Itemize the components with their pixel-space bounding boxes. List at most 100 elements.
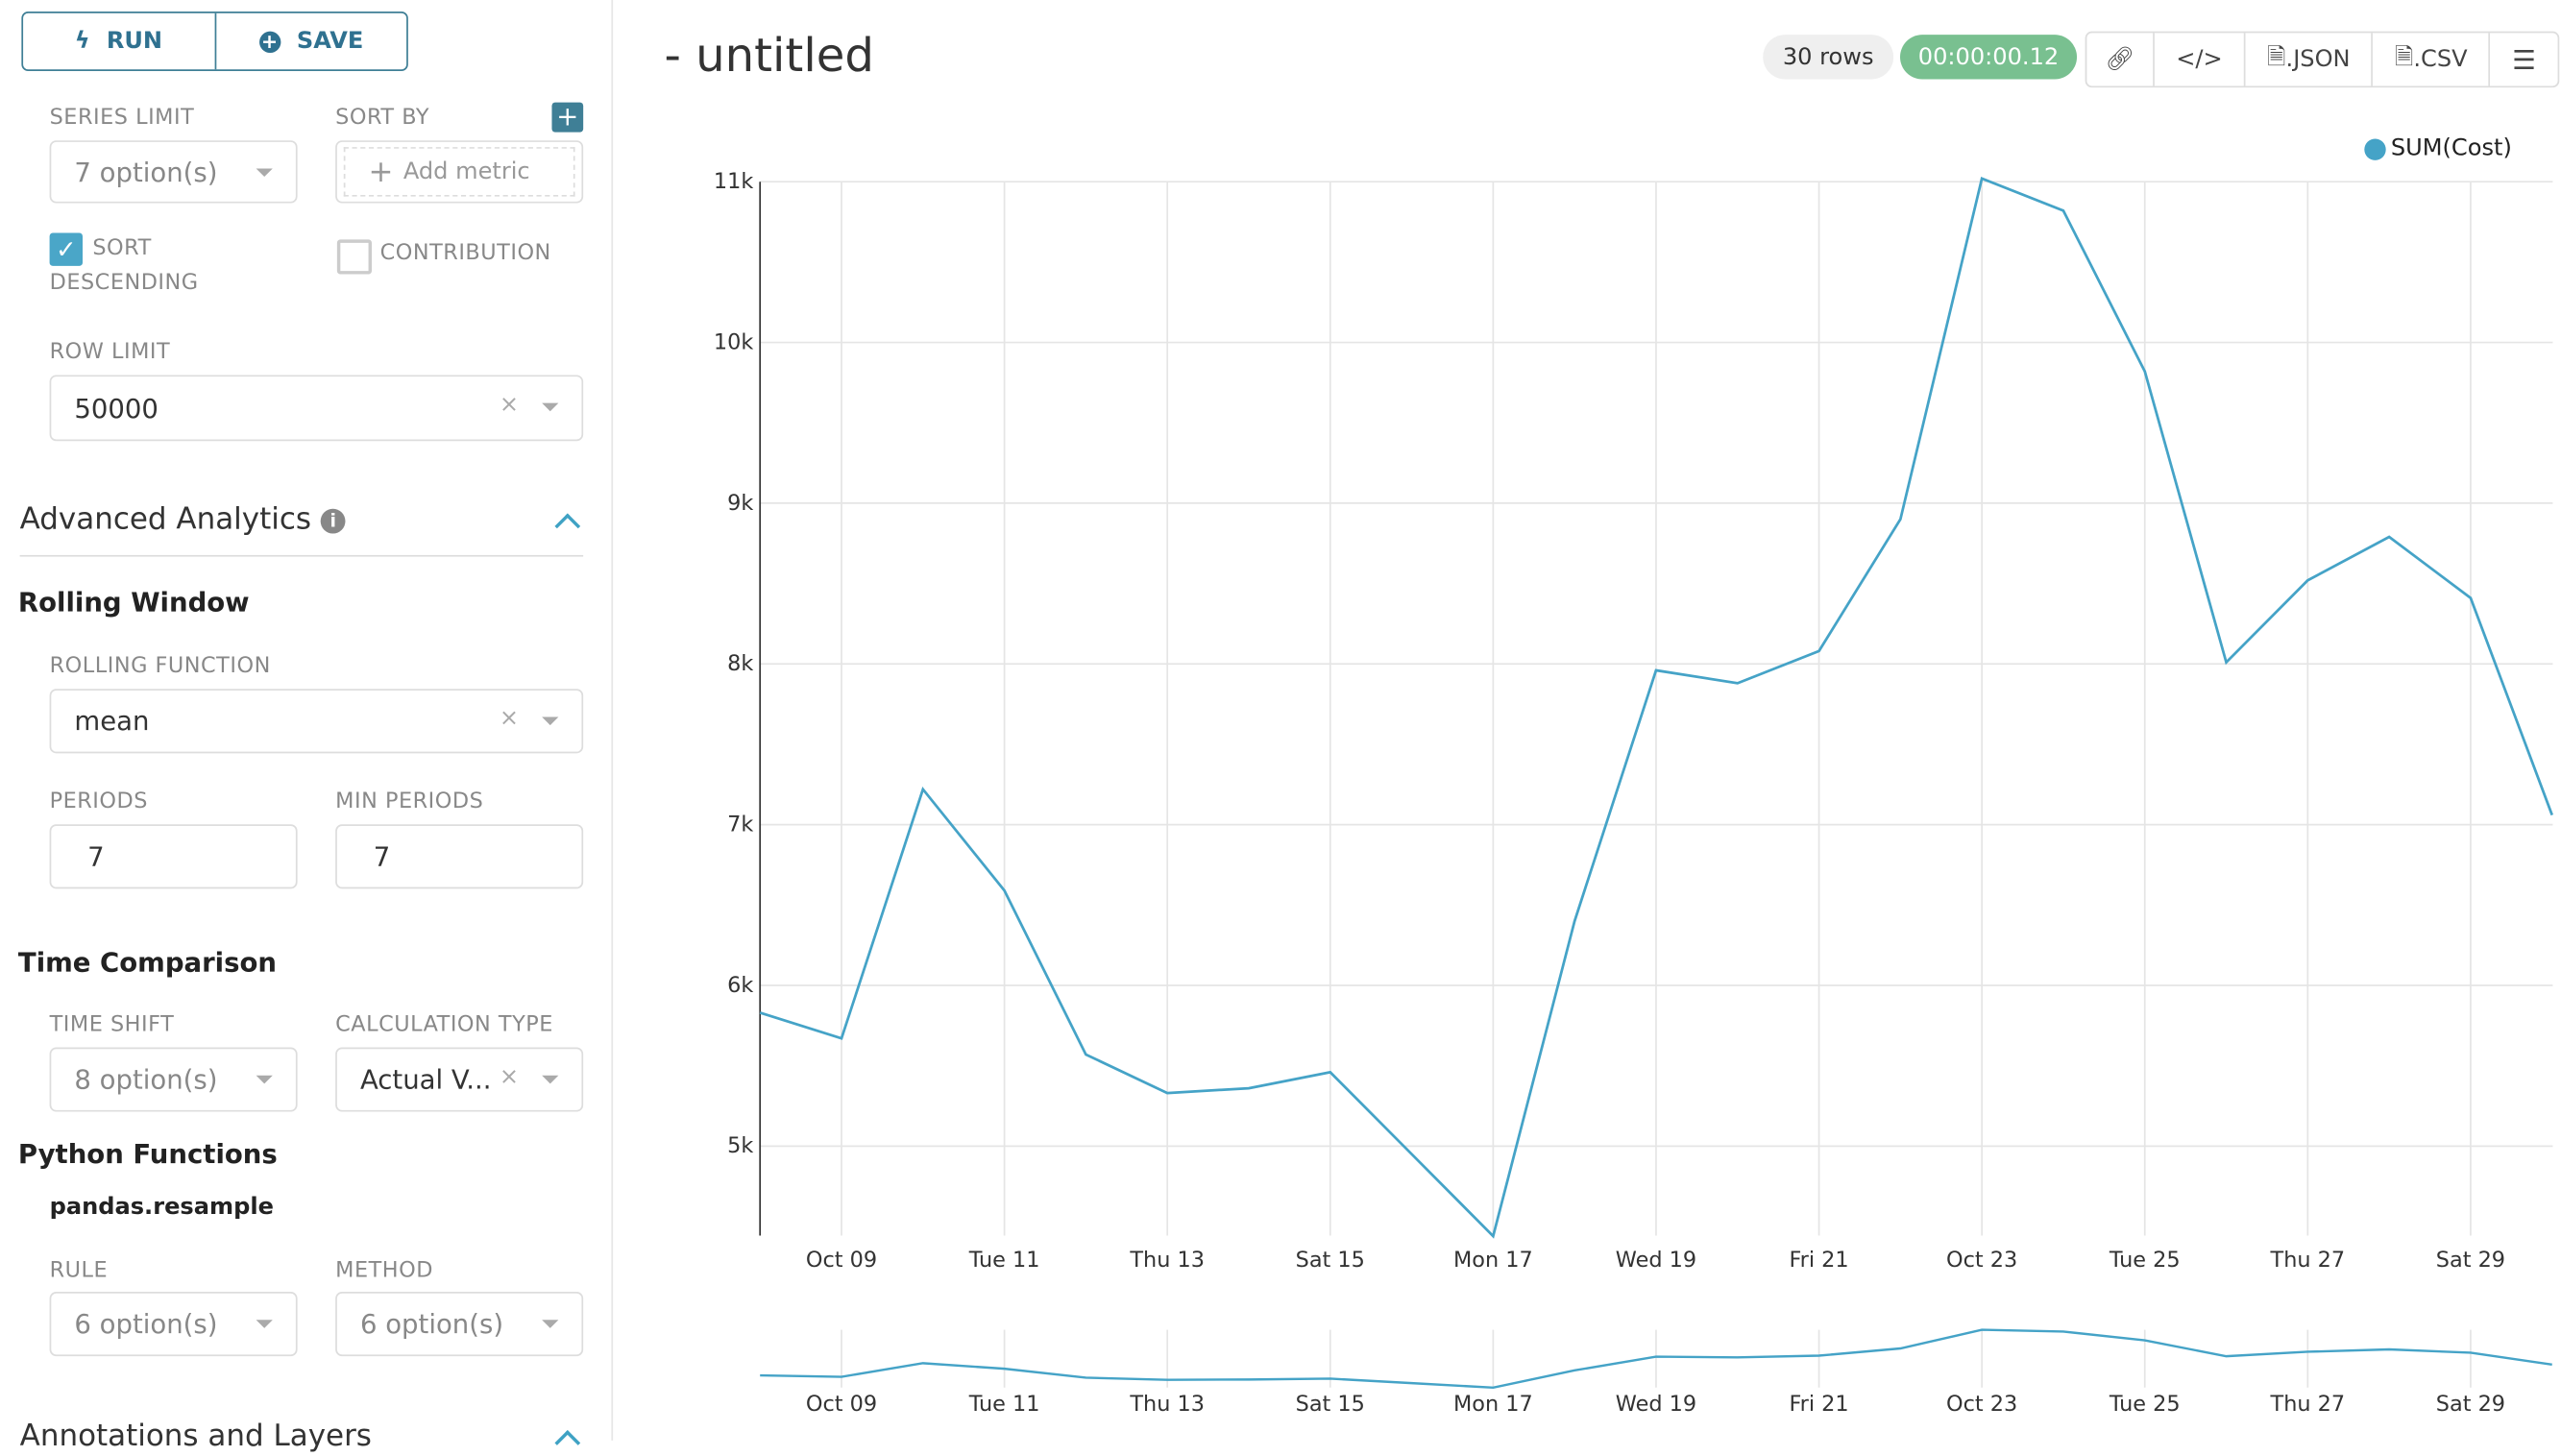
clear-icon[interactable]: ×: [499, 1063, 520, 1091]
periods-input[interactable]: 7: [49, 824, 298, 889]
save-button[interactable]: + SAVE: [213, 12, 406, 70]
divider: [19, 554, 584, 557]
add-metric-label: Add metric: [402, 158, 530, 185]
brush-x-tick-label: Wed 19: [1616, 1392, 1696, 1417]
caret-down-icon: [542, 402, 559, 412]
rule-value: 6 option(s): [74, 1308, 218, 1340]
time-shift-select[interactable]: 8 option(s): [49, 1047, 298, 1112]
csv-label: .CSV: [2413, 46, 2468, 73]
x-tick-label: Thu 13: [1129, 1248, 1205, 1273]
clear-icon[interactable]: ×: [499, 705, 520, 732]
pandas-resample-label: pandas.resample: [49, 1194, 274, 1222]
caret-down-icon: [542, 716, 559, 726]
brush-x-tick-label: Mon 17: [1453, 1392, 1533, 1417]
chart-title[interactable]: - untitled: [664, 28, 874, 84]
rolling-function-label: ROLLING FUNCTION: [49, 654, 271, 679]
y-tick-label: 5k: [727, 1133, 753, 1158]
sort-descending-checkbox[interactable]: ✓: [49, 232, 83, 266]
clear-icon[interactable]: ×: [499, 391, 520, 419]
brush-x-tick-label: Sat 15: [1296, 1392, 1365, 1417]
row-limit-select[interactable]: 50000 ×: [49, 375, 584, 442]
caret-down-icon: [256, 1075, 273, 1084]
x-tick-label: Mon 17: [1453, 1248, 1533, 1273]
embed-button[interactable]: </>: [2153, 33, 2244, 86]
brush-x-tick-label: Oct 09: [806, 1392, 877, 1417]
y-tick-label: 6k: [727, 973, 753, 998]
calculation-type-select[interactable]: Actual V... ×: [335, 1047, 584, 1112]
legend-label: SUM(Cost): [2390, 135, 2512, 162]
calculation-type-value: Actual V...: [359, 1063, 492, 1096]
row-limit-label: ROW LIMIT: [49, 340, 171, 366]
run-button[interactable]: ϟ RUN: [23, 13, 214, 69]
series-line-sum-cost: [759, 176, 2554, 1239]
rule-select[interactable]: 6 option(s): [49, 1292, 298, 1357]
brush-x-tick-label: Oct 23: [1946, 1392, 2017, 1417]
y-tick-label: 8k: [727, 651, 753, 676]
export-json-button[interactable]: 🗎 .JSON: [2244, 33, 2372, 86]
python-functions-title: Python Functions: [17, 1138, 278, 1170]
x-tick-label: Sat 15: [1296, 1248, 1365, 1273]
contribution-label: CONTRIBUTION: [379, 241, 551, 266]
row-limit-value: 50000: [74, 392, 159, 425]
run-save-group: ϟ RUN + SAVE: [21, 12, 408, 71]
time-comparison-title: Time Comparison: [17, 946, 277, 979]
hamburger-icon: ☰: [2512, 43, 2536, 76]
brush-x-tick-label: Thu 27: [2270, 1392, 2346, 1417]
advanced-analytics-label: Advanced Analytics: [19, 501, 312, 537]
min-periods-label: MIN PERIODS: [335, 789, 484, 814]
x-tick-label: Tue 11: [968, 1248, 1040, 1273]
periods-label: PERIODS: [49, 789, 148, 814]
min-periods-value: 7: [373, 840, 391, 873]
caret-down-icon: [542, 1075, 559, 1084]
query-timer-badge: 00:00:00.12: [1900, 35, 2078, 80]
contribution-checkbox[interactable]: [336, 239, 372, 275]
method-select[interactable]: 6 option(s): [335, 1292, 584, 1357]
add-sort-button[interactable]: +: [551, 102, 584, 133]
method-value: 6 option(s): [359, 1308, 504, 1340]
caret-down-icon: [256, 1320, 273, 1328]
info-icon[interactable]: i: [320, 508, 346, 534]
brush-series-line: [760, 1328, 2552, 1390]
min-periods-input[interactable]: 7: [335, 824, 584, 889]
plus-icon: +: [368, 154, 394, 189]
y-tick-label: 7k: [727, 813, 753, 837]
caret-down-icon: [542, 1320, 559, 1328]
run-label: RUN: [106, 28, 163, 55]
legend-item[interactable]: SUM(Cost): [2364, 135, 2512, 162]
link-icon: 🔗︎: [2105, 46, 2135, 73]
y-tick-label: 10k: [714, 329, 753, 354]
caret-down-icon: [256, 168, 273, 178]
file-text-icon: 🗎: [2395, 44, 2414, 71]
time-shift-label: TIME SHIFT: [49, 1012, 175, 1038]
calculation-type-label: CALCULATION TYPE: [335, 1012, 553, 1038]
series-limit-value: 7 option(s): [74, 156, 218, 188]
sort-descending-label-1: SORT: [92, 235, 152, 261]
legend-dot-icon: [2364, 137, 2386, 159]
y-tick-label: 9k: [727, 491, 753, 516]
rule-label: RULE: [49, 1258, 109, 1284]
x-tick-label: Oct 09: [806, 1248, 877, 1273]
advanced-analytics-title[interactable]: Advanced Analytics i: [20, 502, 346, 537]
bolt-icon: ϟ: [74, 28, 90, 55]
x-tick-label: Fri 21: [1789, 1248, 1848, 1273]
more-menu-button[interactable]: ☰: [2488, 33, 2557, 86]
rolling-window-title: Rolling Window: [17, 586, 250, 619]
brush-x-tick-label: Fri 21: [1789, 1392, 1848, 1417]
json-label: .JSON: [2285, 46, 2351, 73]
sort-by-label: SORT BY: [335, 106, 430, 131]
series-limit-select[interactable]: 7 option(s): [49, 140, 298, 204]
file-code-icon: 🗎: [2267, 44, 2286, 71]
brush-x-tick-label: Tue 25: [2109, 1392, 2181, 1417]
x-tick-label: Wed 19: [1616, 1248, 1696, 1273]
export-csv-button[interactable]: 🗎 .CSV: [2371, 33, 2489, 86]
brush-x-tick-label: Thu 13: [1129, 1392, 1205, 1417]
add-metric-button[interactable]: + Add metric: [343, 147, 575, 197]
sort-descending-label-2: DESCENDING: [49, 271, 199, 296]
periods-value: 7: [87, 840, 105, 873]
link-button[interactable]: 🔗︎: [2086, 33, 2153, 85]
method-label: METHOD: [335, 1258, 433, 1284]
row-count-badge: 30 rows: [1763, 35, 1894, 80]
sort-by-field[interactable]: + Add metric: [335, 140, 584, 204]
rolling-function-select[interactable]: mean ×: [49, 689, 584, 754]
chart-actions-toolbar: 🔗︎ </> 🗎 .JSON 🗎 .CSV ☰: [2085, 31, 2559, 88]
